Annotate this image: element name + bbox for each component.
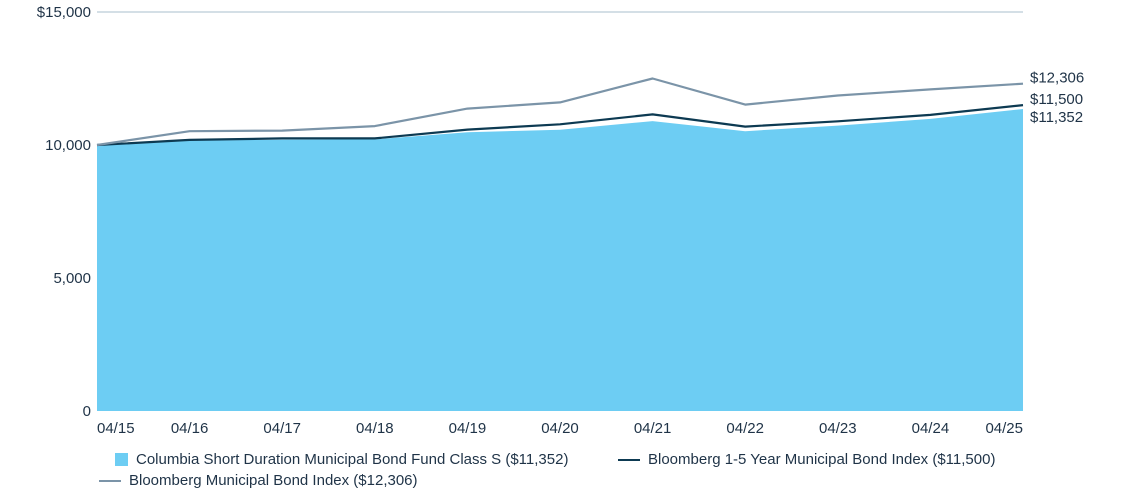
series-end-label: $11,500 — [1030, 91, 1083, 108]
line-layer — [96, 77, 1024, 147]
y-tick-label: $15,000 — [37, 4, 91, 21]
y-tick-label: 0 — [83, 403, 91, 420]
x-tick-label: 04/20 — [541, 420, 579, 437]
x-tick-label: 04/23 — [819, 420, 857, 437]
x-tick-label: 04/25 — [985, 420, 1023, 437]
y-tick-label: 10,000 — [45, 137, 91, 154]
y-tick-label: 5,000 — [53, 270, 91, 287]
axis-layer: 0 5,000 10,000 $15,000 04/15 04/16 04/17 04/18 0… — [37, 4, 1023, 437]
x-tick-label: 04/19 — [449, 420, 487, 437]
x-tick-label: 04/18 — [356, 420, 394, 437]
x-tick-label: 04/22 — [726, 420, 764, 437]
x-tick-label: 04/16 — [171, 420, 209, 437]
series-end-label: $11,352 — [1030, 109, 1083, 126]
series-line-municipal-index — [96, 77, 1024, 147]
series-area-fund — [97, 109, 1023, 411]
series-end-label: $12,306 — [1030, 70, 1084, 87]
x-tick-label: 04/21 — [634, 420, 672, 437]
label-layer: $12,306 $11,500$11,352 — [1030, 70, 1084, 126]
series-line-1-5-year-index — [96, 104, 1024, 147]
x-tick-label: 04/15 — [97, 420, 135, 437]
x-tick-label: 04/24 — [912, 420, 950, 437]
x-tick-label: 04/17 — [263, 420, 301, 437]
area-layer — [97, 109, 1023, 411]
